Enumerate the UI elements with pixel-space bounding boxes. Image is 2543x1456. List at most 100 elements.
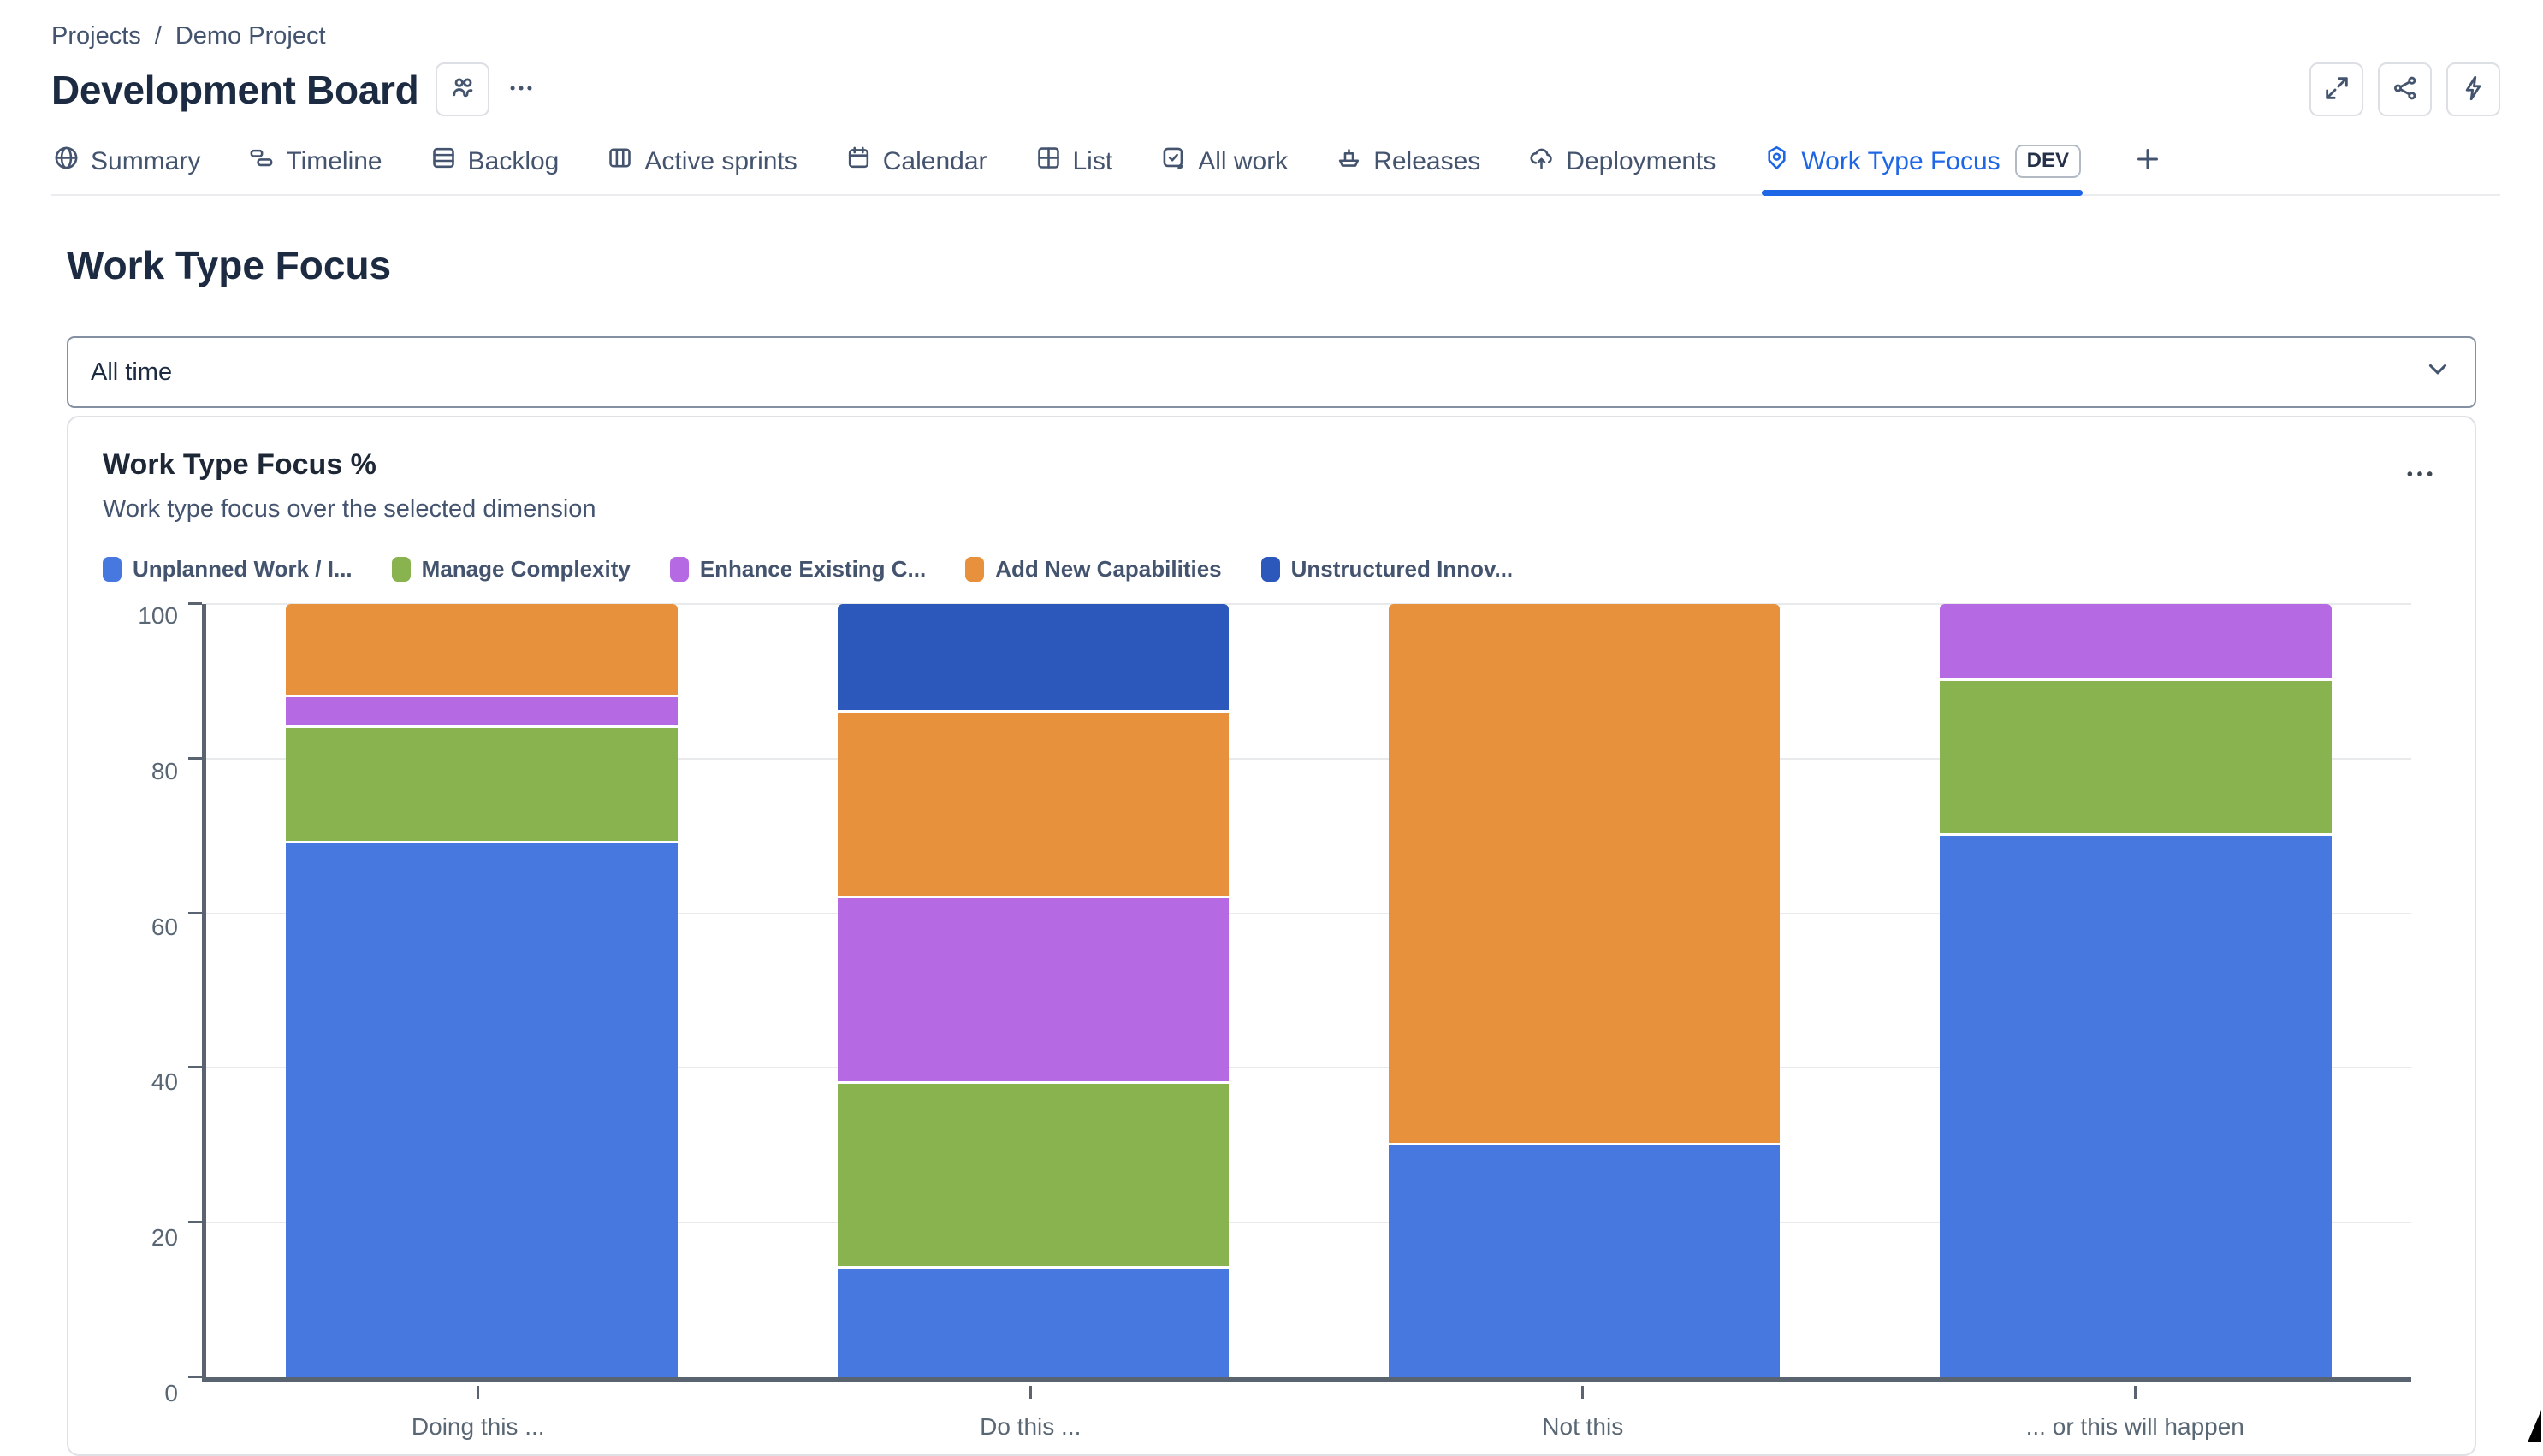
breadcrumb-separator: /: [154, 22, 162, 50]
plus-icon: [2132, 144, 2163, 179]
tab-calendar[interactable]: Calendar: [844, 133, 989, 194]
segment-unplanned-work-i[interactable]: [1388, 1145, 1781, 1377]
automation-button[interactable]: [2446, 62, 2500, 116]
x-axis-cell: Doing this ...: [202, 1386, 755, 1441]
tab-active-sprints[interactable]: Active sprints: [605, 133, 798, 194]
y-axis-label: 40: [151, 1068, 178, 1096]
x-axis-cell: Not this: [1307, 1386, 1859, 1441]
tab-backlog[interactable]: Backlog: [429, 133, 561, 194]
stacked-bar-not-this[interactable]: [1388, 604, 1781, 1377]
legend-label: Enhance Existing C...: [699, 556, 927, 582]
segment-unplanned-work-i[interactable]: [837, 1269, 1230, 1377]
breadcrumb-demo-project[interactable]: Demo Project: [175, 22, 326, 50]
gridline: [206, 912, 2411, 914]
segment-enhance-existing-c[interactable]: [1940, 604, 2332, 682]
ellipsis-icon: [2403, 471, 2437, 494]
segment-enhance-existing-c[interactable]: [837, 897, 1230, 1084]
tab-deployments[interactable]: Deployments: [1526, 133, 1717, 194]
legend-label: Unstructured Innov...: [1290, 556, 1514, 582]
segment-manage-complexity[interactable]: [1940, 681, 2332, 837]
chart-card: Work Type Focus % Work type focus over t…: [67, 416, 2476, 1456]
legend-item-manage-complexity[interactable]: Manage Complexity: [391, 556, 631, 583]
tab-list[interactable]: List: [1034, 133, 1115, 194]
tab-label: Calendar: [882, 146, 987, 175]
tab-label: Work Type Focus: [1801, 146, 2001, 175]
legend-item-unplanned-work-i[interactable]: Unplanned Work / I...: [103, 556, 353, 583]
y-axis-tick: [188, 602, 202, 605]
page-title: Work Type Focus: [67, 243, 392, 287]
y-axis-label: 80: [151, 757, 178, 784]
expand-button[interactable]: [2309, 62, 2363, 116]
tab-label: Backlog: [467, 146, 560, 175]
segment-add-new-capabilities[interactable]: [837, 712, 1230, 898]
card-menu-button[interactable]: [2399, 448, 2440, 502]
legend-swatch: [1260, 557, 1280, 582]
legend-swatch: [965, 557, 985, 582]
time-range-select[interactable]: All time: [67, 336, 2476, 408]
stacked-bar-doing-this[interactable]: [286, 604, 678, 1377]
gridline: [206, 757, 2411, 760]
y-axis-tick: [188, 1376, 202, 1378]
plot-area: [188, 602, 2411, 1382]
segment-unplanned-work-i[interactable]: [1940, 836, 2332, 1377]
stacked-bar-do-this[interactable]: [837, 604, 1230, 1377]
time-range-value: All time: [91, 358, 173, 386]
legend-item-unstructured-innov[interactable]: Unstructured Innov...: [1260, 556, 1514, 583]
cloud-upload-icon: [1528, 145, 1555, 178]
segment-unstructured-innov[interactable]: [837, 604, 1230, 713]
bar-group-doing-this: [206, 604, 757, 1377]
y-axis-tick: [188, 1066, 202, 1069]
share-button[interactable]: [2378, 62, 2432, 116]
y-axis-label: 60: [151, 913, 178, 940]
dev-badge: DEV: [2014, 145, 2082, 178]
segment-manage-complexity[interactable]: [837, 1083, 1230, 1270]
segment-add-new-capabilities[interactable]: [286, 604, 678, 697]
tab-work-type-focus[interactable]: Work Type Focus DEV: [1762, 133, 2083, 196]
chart-title: Work Type Focus %: [103, 448, 376, 481]
x-axis-cell: Do this ...: [755, 1386, 1307, 1441]
focus-icon: [1764, 145, 1790, 178]
tab-timeline[interactable]: Timeline: [246, 133, 383, 194]
tab-label: All work: [1198, 146, 1289, 175]
calendar-icon: [845, 145, 872, 178]
users-icon: [448, 74, 477, 105]
chart-legend: Unplanned Work / I... Manage Complexity En…: [103, 556, 2440, 583]
x-axis: Doing this ... Do this ... Not this ... or …: [202, 1386, 2411, 1441]
y-axis-label: 100: [138, 602, 178, 629]
page-header: Projects / Demo Project Development Boar…: [0, 0, 2543, 196]
tab-releases[interactable]: Releases: [1334, 133, 1482, 194]
ellipsis-icon: [507, 74, 536, 105]
y-axis-tick: [188, 911, 202, 914]
y-axis-label: 20: [151, 1224, 178, 1252]
team-members-button[interactable]: [436, 62, 490, 116]
x-axis-tick: [477, 1386, 480, 1399]
breadcrumb-projects[interactable]: Projects: [51, 22, 141, 50]
lightning-icon: [2459, 74, 2488, 105]
stacked-bar-chart: 0 20 40 60 80 100 Doing this ... Do this ... Not…: [103, 595, 2440, 1446]
legend-swatch: [103, 557, 122, 582]
tab-all-work[interactable]: All work: [1159, 133, 1289, 194]
x-axis-tick: [1581, 1386, 1585, 1399]
segment-unplanned-work-i[interactable]: [286, 843, 678, 1377]
board-more-button[interactable]: [507, 74, 536, 105]
segment-enhance-existing-c[interactable]: [286, 696, 678, 728]
grid-icon: [1035, 145, 1062, 178]
chevron-down-icon: [2423, 354, 2452, 390]
legend-label: Add New Capabilities: [995, 556, 1222, 582]
board-title: Development Board: [51, 67, 419, 112]
tab-summary[interactable]: Summary: [51, 133, 202, 194]
legend-label: Manage Complexity: [421, 556, 631, 582]
expand-icon: [2322, 74, 2351, 105]
x-axis-tick: [1028, 1386, 1032, 1399]
add-view-button[interactable]: [2127, 133, 2168, 194]
legend-item-enhance-existing-c[interactable]: Enhance Existing C...: [669, 556, 927, 583]
segment-manage-complexity[interactable]: [286, 727, 678, 844]
stacked-bar-or-this-will-happen[interactable]: [1940, 604, 2332, 1377]
x-axis-cell: ... or this will happen: [1859, 1386, 2412, 1441]
segment-add-new-capabilities[interactable]: [1388, 604, 1781, 1145]
share-icon: [2391, 74, 2420, 105]
tab-label: List: [1072, 146, 1113, 175]
legend-item-add-new-capabilities[interactable]: Add New Capabilities: [965, 556, 1222, 583]
legend-swatch: [391, 557, 411, 582]
tab-label: Summary: [91, 146, 201, 175]
